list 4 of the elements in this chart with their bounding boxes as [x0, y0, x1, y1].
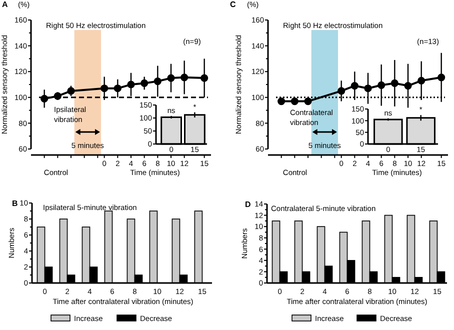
text: D	[245, 200, 251, 209]
text: A	[2, 0, 8, 9]
text: B	[12, 199, 18, 208]
text: C	[230, 0, 236, 9]
